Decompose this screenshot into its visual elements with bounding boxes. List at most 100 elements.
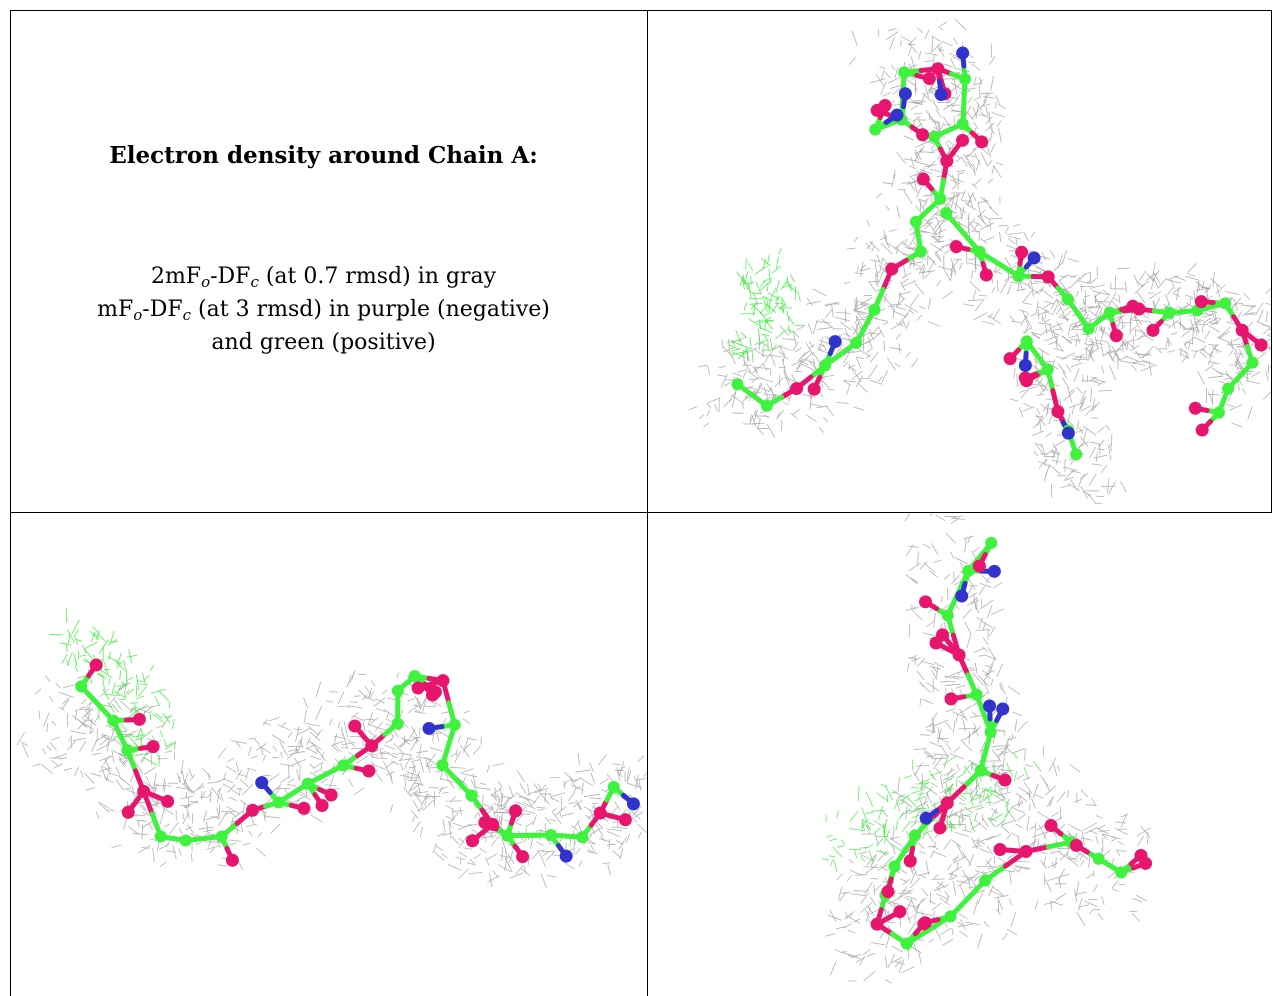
oxygen-atom [940, 796, 954, 810]
oxygen-atom [1146, 323, 1160, 337]
figure-title: Electron density around Chain A: [109, 142, 538, 169]
carbon-atom [1163, 306, 1176, 319]
oxygen-atom [870, 917, 884, 931]
oxygen-atom [315, 798, 329, 812]
nitrogen-atom [898, 87, 912, 101]
density-mesh [825, 513, 1026, 984]
nitrogen-atom [987, 564, 1001, 578]
oxygen-atom [790, 382, 804, 396]
nitrogen-atom [255, 776, 269, 790]
oxygen-atom [922, 72, 936, 86]
oxygen-atom [952, 648, 966, 662]
carbon-atom [984, 725, 997, 738]
carbon-atom [436, 759, 449, 772]
oxygen-atom [1194, 295, 1208, 309]
carbon-atom [1222, 382, 1235, 395]
carbon-atom [107, 714, 120, 727]
nitrogen-atom [626, 797, 640, 811]
carbon-atom [1082, 322, 1095, 335]
table-border-right [1271, 10, 1272, 512]
nitrogen-atom [983, 699, 997, 713]
oxygen-atom [297, 801, 311, 815]
oxygen-atom [246, 803, 260, 817]
carbon-atom [868, 303, 881, 316]
oxygen-atom [929, 636, 943, 650]
oxygen-atom [807, 382, 821, 396]
carbon-atom [973, 245, 986, 258]
carbon-atom [1103, 306, 1116, 319]
oxygen-atom [146, 740, 160, 754]
oxygen-atom [1235, 323, 1249, 337]
carbon-atom [900, 937, 913, 950]
carbon-atom [1092, 852, 1105, 865]
nitrogen-atom [919, 811, 933, 825]
carbon-atom [979, 874, 992, 887]
oxygen-atom [998, 773, 1012, 787]
oxygen-atom [916, 128, 930, 142]
ball-and-stick-model [75, 658, 640, 867]
oxygen-atom [1069, 838, 1083, 852]
carbon-atom [869, 123, 882, 136]
carbon-atom [959, 72, 972, 85]
carbon-atom [850, 336, 863, 349]
oxygen-atom [428, 685, 442, 699]
carbon-atom [215, 830, 228, 843]
table-border-left [10, 10, 11, 996]
nitrogen-atom [422, 721, 436, 735]
carbon-atom [944, 910, 957, 923]
legend-line-2fofc: 2mFo-DFc (at 0.7 rmsd) in gray [150, 264, 497, 291]
nitrogen-atom [934, 87, 948, 101]
density-panel-bottom-left [11, 513, 647, 996]
carbon-atom [465, 789, 478, 802]
carbon-atom [941, 609, 954, 622]
legend-text: 2mFo-DFc (at 0.7 rmsd) in gray mFo-DFc (… [12, 260, 635, 359]
carbon-atom [970, 688, 983, 701]
carbon-atom [1070, 448, 1083, 461]
carbon-atom [544, 829, 557, 842]
oxygen-atom [940, 154, 954, 168]
table-border-middle [647, 10, 648, 996]
oxygen-atom [365, 739, 379, 753]
nitrogen-atom [1027, 251, 1041, 265]
carbon-atom [179, 834, 192, 847]
oxygen-atom [225, 853, 239, 867]
carbon-atom [408, 670, 421, 683]
oxygen-atom [893, 905, 907, 919]
density-mesh [16, 670, 647, 888]
carbon-atom [760, 399, 773, 412]
carbon-atom [391, 717, 404, 730]
oxygen-atom [1044, 819, 1058, 833]
ball-and-stick-model [1003, 335, 1083, 461]
oxygen-atom [931, 62, 945, 76]
oxygen-atom [956, 133, 970, 147]
oxygen-atom [972, 559, 986, 573]
carbon-atom [1020, 335, 1033, 348]
carbon-atom [154, 830, 167, 843]
oxygen-atom [916, 172, 930, 186]
density-image-bottom-right [821, 513, 1153, 984]
density-mesh [908, 167, 1271, 428]
table-border-row [10, 512, 1272, 513]
carbon-atom [1219, 297, 1232, 310]
carbon-atom [962, 564, 975, 577]
legend-line-colors: and green (positive) [211, 330, 436, 355]
density-image-bottom-left [16, 607, 647, 888]
oxygen-atom [1109, 329, 1123, 343]
nitrogen-atom [828, 335, 842, 349]
carbon-atom [272, 796, 285, 809]
oxygen-atom [411, 681, 425, 695]
carbon-atom [1115, 866, 1128, 879]
oxygen-atom [324, 788, 338, 802]
density-panel-top-right [648, 11, 1271, 512]
oxygen-atom [933, 821, 947, 835]
oxygen-atom [121, 805, 135, 819]
oxygen-atom [1019, 844, 1033, 858]
oxygen-atom [516, 850, 530, 864]
carbon-atom [448, 718, 461, 731]
nitrogen-atom [955, 589, 969, 603]
oxygen-atom [465, 834, 479, 848]
density-mesh [726, 248, 806, 363]
carbon-atom [940, 207, 953, 220]
oxygen-atom [1015, 245, 1029, 259]
oxygen-atom [919, 595, 933, 609]
